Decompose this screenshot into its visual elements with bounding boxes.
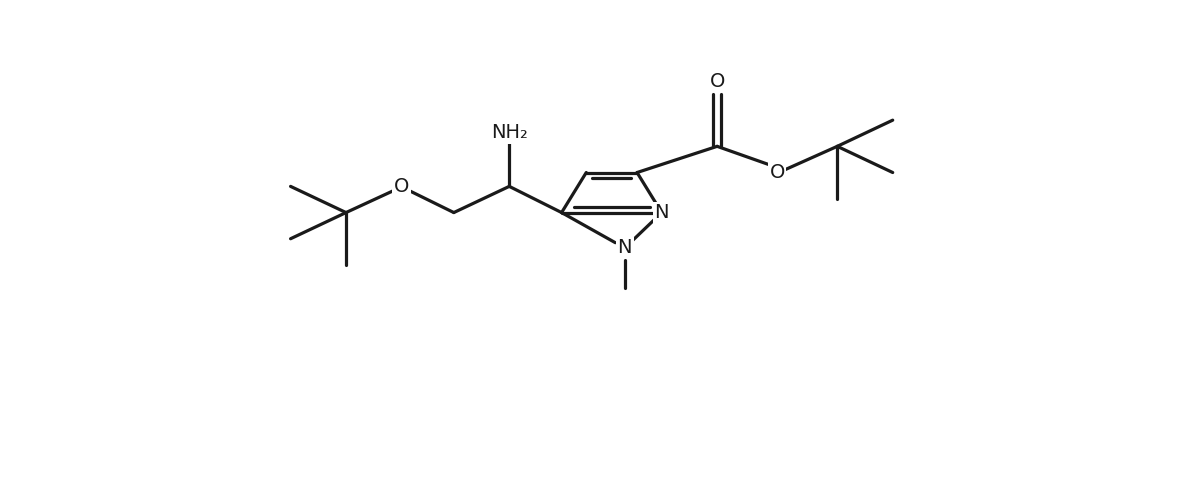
Text: N: N	[618, 239, 632, 258]
Text: N: N	[655, 203, 669, 222]
Text: NH₂: NH₂	[491, 123, 527, 142]
Text: O: O	[769, 163, 785, 182]
Text: O: O	[394, 177, 409, 196]
Text: O: O	[709, 72, 725, 91]
